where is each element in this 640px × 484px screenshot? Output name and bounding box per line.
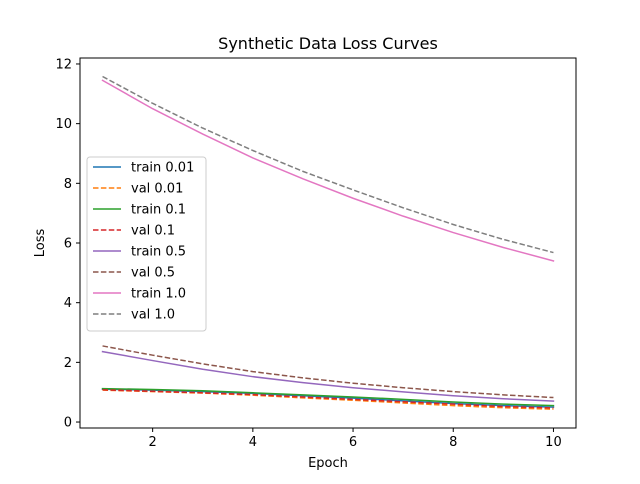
x-tick-label: 6 — [349, 435, 357, 450]
x-tick-label: 4 — [249, 435, 257, 450]
legend-label-train-1-0: train 1.0 — [131, 287, 186, 302]
y-tick-label: 10 — [55, 117, 72, 132]
y-axis: 0 2 4 6 8 10 12 — [55, 57, 80, 431]
series-line-val-1-0 — [102, 75, 554, 254]
legend-label-train-0-01: train 0.01 — [131, 161, 194, 176]
legend-label-val-0-01: val 0.01 — [131, 182, 183, 197]
series-line-val-0-1 — [102, 389, 554, 409]
legend-label-val-1-0: val 1.0 — [131, 308, 175, 323]
legend-box — [86, 156, 207, 332]
y-tick-label: 0 — [64, 416, 72, 431]
y-tick-label: 12 — [55, 57, 72, 72]
plot-area — [101, 75, 555, 410]
legend: train 0.01 val 0.01 train 0.1 val 0.1 train … — [86, 156, 207, 332]
chart-title: Synthetic Data Loss Curves — [218, 34, 438, 53]
series-line-train-0-1 — [101, 387, 555, 407]
y-tick-label: 6 — [64, 237, 72, 252]
legend-label-train-0-5: train 0.5 — [131, 245, 186, 260]
legend-label-val-0-5: val 0.5 — [131, 266, 175, 281]
x-tick-label: 2 — [149, 435, 157, 450]
y-tick-label: 8 — [64, 177, 72, 192]
x-tick-label: 8 — [449, 435, 457, 450]
legend-label-train-0-1: train 0.1 — [131, 203, 186, 218]
x-axis-label: Epoch — [308, 456, 348, 471]
series-line-val-0-5 — [102, 345, 554, 399]
y-tick-label: 2 — [64, 356, 72, 371]
x-tick-label: 10 — [545, 435, 562, 450]
legend-label-val-0-1: val 0.1 — [131, 224, 175, 239]
x-axis: 2 4 6 8 10 — [149, 428, 562, 450]
series-line-train-0-5 — [101, 350, 555, 402]
y-tick-label: 4 — [64, 296, 72, 311]
y-axis-label: Loss — [33, 229, 48, 258]
series-line-train-1-0 — [101, 79, 555, 262]
